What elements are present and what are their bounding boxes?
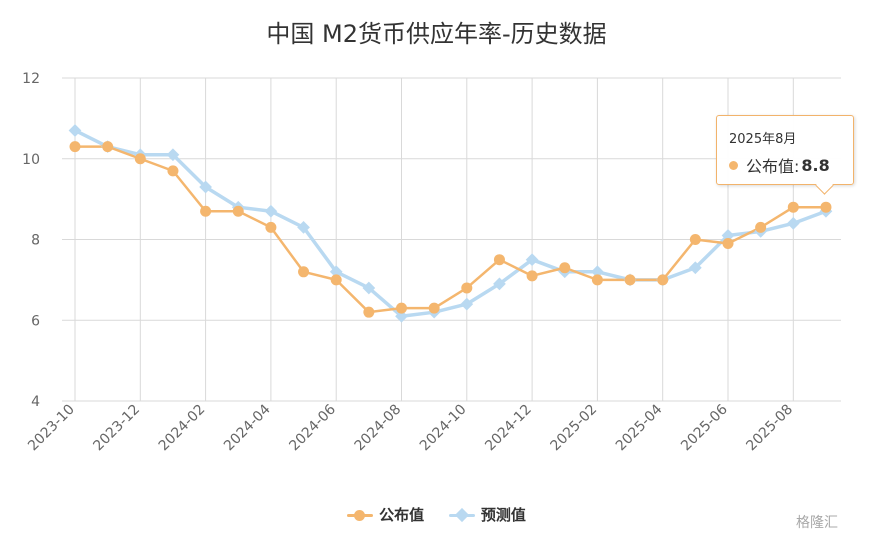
x-tick-label: 2025-04 xyxy=(613,401,666,454)
y-axis-ticks: 4 6 8 10 12 xyxy=(22,71,40,410)
x-tick-label: 2025-02 xyxy=(548,402,601,455)
published-point[interactable] xyxy=(461,282,473,294)
forecast-point[interactable] xyxy=(297,221,310,234)
published-point[interactable] xyxy=(330,274,342,286)
x-tick-label: 2024-06 xyxy=(286,401,339,454)
published-point[interactable] xyxy=(526,270,538,282)
published-point[interactable] xyxy=(232,205,244,217)
tooltip-dot-icon xyxy=(729,160,738,170)
x-tick-label: 2024-02 xyxy=(156,402,209,455)
published-point[interactable] xyxy=(102,141,114,153)
published-point[interactable] xyxy=(657,274,669,286)
y-tick-label: 8 xyxy=(31,233,40,249)
y-gridlines xyxy=(62,77,841,402)
legend-item-published[interactable]: 公布值 xyxy=(347,504,424,525)
published-point[interactable] xyxy=(787,201,799,213)
chart-title: 中国 M2货币供应年率-历史数据 xyxy=(266,20,607,48)
x-tick-label: 2024-04 xyxy=(221,401,274,454)
published-point[interactable] xyxy=(722,238,734,250)
published-point[interactable] xyxy=(591,274,603,286)
forecast-point[interactable] xyxy=(199,180,212,194)
published-point[interactable] xyxy=(69,141,81,153)
legend: 公布值 预测值 xyxy=(0,504,873,526)
forecast-point[interactable] xyxy=(68,124,82,137)
y-tick-label: 10 xyxy=(22,152,40,168)
forecast-point[interactable] xyxy=(329,265,343,279)
x-tick-label: 2023-12 xyxy=(90,402,143,455)
forecast-point[interactable] xyxy=(264,204,278,218)
published-point[interactable] xyxy=(363,306,375,318)
x-tick-label: 2024-10 xyxy=(417,402,470,455)
published-point[interactable] xyxy=(167,165,179,177)
x-tick-label: 2025-06 xyxy=(678,401,731,454)
x-axis-ticks: 2023-10 2023-12 2024-02 2024-04 2024-06 2024-… xyxy=(25,401,796,454)
y-tick-label: 12 xyxy=(22,71,40,87)
published-point[interactable] xyxy=(755,221,767,233)
published-point[interactable] xyxy=(298,266,310,278)
legend-label-forecast: 预测值 xyxy=(480,506,526,524)
forecast-point[interactable] xyxy=(166,148,180,162)
published-point[interactable] xyxy=(493,254,505,266)
published-point[interactable] xyxy=(820,201,832,213)
legend-label-published: 公布值 xyxy=(379,506,425,524)
x-tick-label: 2024-08 xyxy=(352,402,405,455)
published-point[interactable] xyxy=(689,234,701,245)
x-tick-label: 2025-08 xyxy=(743,402,796,455)
forecast-point[interactable] xyxy=(362,281,376,295)
published-point[interactable] xyxy=(559,262,571,274)
forecast-point[interactable] xyxy=(786,216,800,230)
watermark: 格隆汇 xyxy=(796,515,838,531)
series-line-forecast xyxy=(74,128,827,318)
forecast-point[interactable] xyxy=(460,297,474,311)
tooltip-row: 公布值: 8.8 xyxy=(729,153,843,177)
tooltip-value: 8.8 xyxy=(801,155,830,175)
tooltip-label: 公布值: xyxy=(746,157,800,176)
published-point[interactable] xyxy=(134,153,146,165)
published-point[interactable] xyxy=(428,302,440,314)
legend-item-forecast[interactable]: 预测值 xyxy=(448,504,526,525)
y-tick-label: 4 xyxy=(31,394,40,410)
y-tick-label: 6 xyxy=(31,313,40,329)
tooltip: 2025年8月 公布值: 8.8 xyxy=(716,115,854,185)
legend-swatch-forecast xyxy=(448,507,475,522)
published-point[interactable] xyxy=(265,221,277,233)
published-point[interactable] xyxy=(396,302,407,314)
x-tick-label: 2024-12 xyxy=(482,402,535,455)
series-markers xyxy=(68,124,833,323)
legend-swatch-published xyxy=(347,508,374,522)
forecast-point[interactable] xyxy=(493,277,506,291)
published-point[interactable] xyxy=(624,274,636,286)
tooltip-date: 2025年8月 xyxy=(729,132,797,147)
published-point[interactable] xyxy=(200,205,212,217)
forecast-point[interactable] xyxy=(395,309,408,323)
